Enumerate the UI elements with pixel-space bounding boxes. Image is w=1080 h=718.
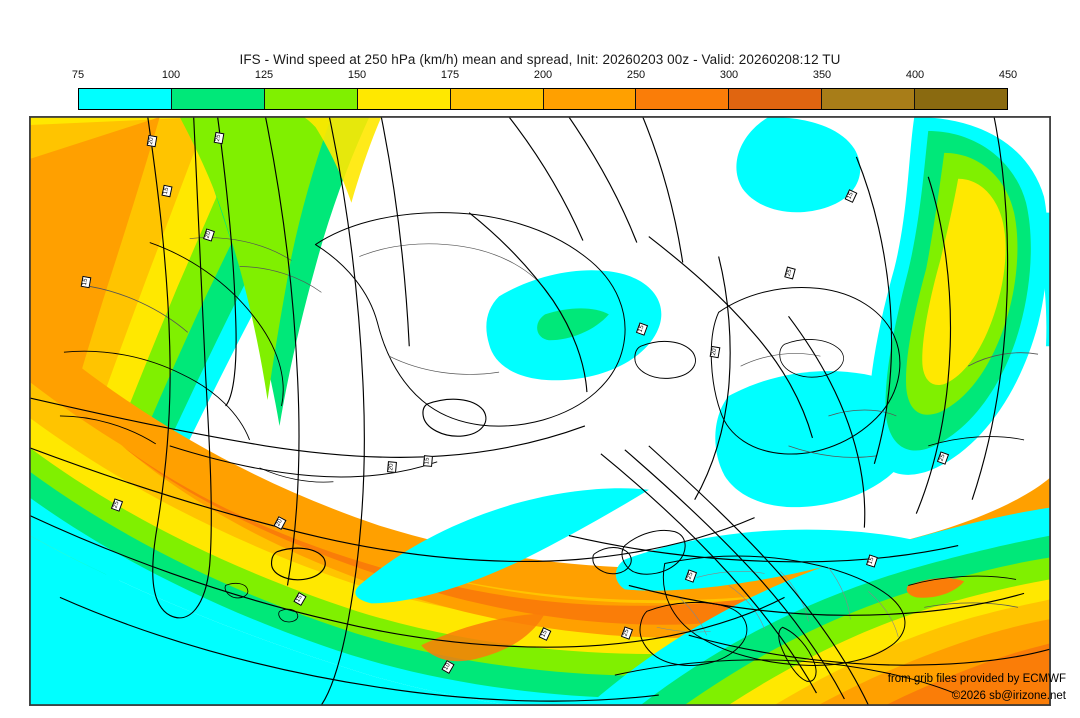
colorbar-tick-400: 400 xyxy=(905,69,925,81)
shaded-band-topleft xyxy=(303,117,382,203)
shaded-min-greenland xyxy=(486,270,662,381)
spread-contours xyxy=(30,117,1050,705)
attribution-source: from grib files provided by ECMWF xyxy=(887,673,1066,685)
contour-label: 15 xyxy=(161,184,173,197)
colorbar-segment-250 xyxy=(636,89,730,109)
shaded-min-baltic xyxy=(715,371,920,508)
page-title: IFS - Wind speed at 250 hPa (km/h) mean … xyxy=(239,52,841,67)
colorbar-segment-175 xyxy=(450,89,544,109)
shaded-core-atlantic xyxy=(89,415,989,662)
colorbar: 75 100 125 150 175 200 250 300 350 400 450 xyxy=(72,69,1017,110)
colorbar-tick-150: 150 xyxy=(347,69,367,81)
colorbar-tick-250: 250 xyxy=(626,69,646,81)
colorbar-segment-350 xyxy=(822,89,916,109)
shaded-band-right-edge xyxy=(1028,212,1050,347)
colorbar-tick-75: 75 xyxy=(71,69,85,81)
colorbar-tick-labels: 75 100 125 150 175 200 250 300 350 400 450 xyxy=(72,69,1017,85)
colorbar-tick-175: 175 xyxy=(440,69,460,81)
attribution-copyright: ©2026 sb@irizone.net xyxy=(951,690,1066,702)
contour-label: 15 xyxy=(422,455,433,467)
colorbar-gradient xyxy=(78,88,1008,110)
shaded-band-atlantic-jet xyxy=(30,326,1050,705)
colorbar-segment-150 xyxy=(357,89,451,109)
coastlines xyxy=(59,212,1039,694)
colorbar-tick-125: 125 xyxy=(254,69,274,81)
shaded-min-arctic xyxy=(736,117,861,213)
shaded-band-greenland-west xyxy=(179,117,370,426)
colorbar-segment-400 xyxy=(915,89,1008,109)
colorbar-tick-100: 100 xyxy=(161,69,181,81)
contour-label: 25 xyxy=(213,131,225,144)
colorbar-segment-75 xyxy=(79,89,172,109)
colorbar-segment-200 xyxy=(543,89,637,109)
contour-label: 20 xyxy=(387,460,398,473)
map-canvas[interactable]: 20 15 20 15 25 15 20 10 15 25 15 25 15 20 15 25 25 15 20 25 xyxy=(29,116,1051,706)
colorbar-segment-125 xyxy=(264,89,358,109)
shaded-max-russia xyxy=(868,117,1048,475)
contour-label: 15 xyxy=(80,275,92,288)
colorbar-tick-200: 200 xyxy=(533,69,553,81)
colorbar-segment-300 xyxy=(729,89,823,109)
colorbar-tick-350: 350 xyxy=(812,69,832,81)
map-svg xyxy=(30,117,1050,705)
colorbar-tick-450: 450 xyxy=(998,69,1018,81)
colorbar-tick-300: 300 xyxy=(719,69,739,81)
colorbar-segment-100 xyxy=(171,89,265,109)
